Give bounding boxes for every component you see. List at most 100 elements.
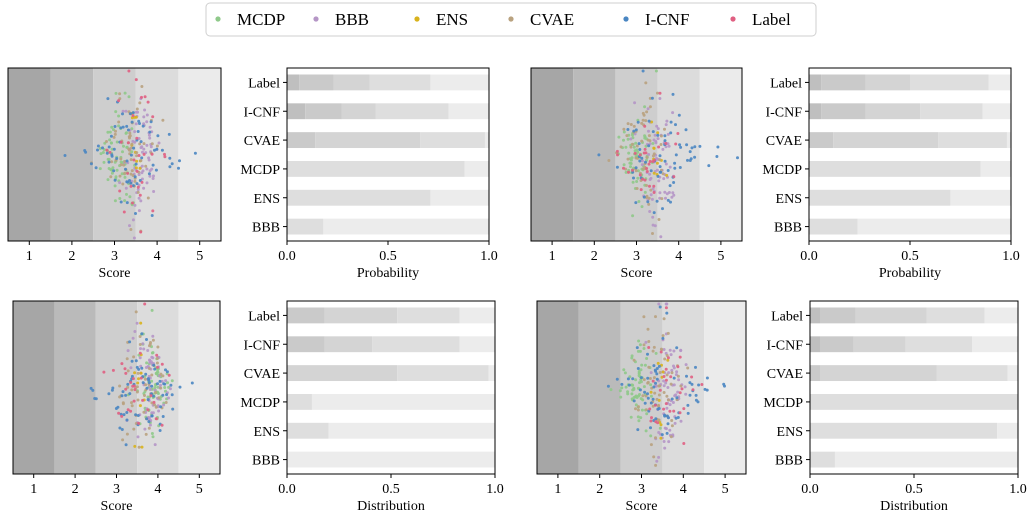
swarm-point [663,190,667,194]
swarm-point [674,373,678,377]
swarm-point [124,167,127,171]
swarm-point [131,377,135,381]
swarm-point [155,357,159,360]
swarm-point [654,403,657,407]
swarm-point [662,348,666,351]
swarm-point [662,384,666,388]
swarm-point [111,368,115,372]
swarm-point [652,171,656,175]
swarm-point [139,347,142,351]
swarm-point [646,380,650,384]
bar-segment [323,218,489,235]
bar-segment [809,160,981,177]
swarm-point [153,367,157,371]
swarm-point [162,382,166,386]
swarm-point [667,371,671,375]
swarm-point [656,421,660,425]
swarm-point [637,370,641,373]
swarm-point [137,196,141,200]
x-tick-label: 4 [154,249,161,264]
swarm-point [659,350,663,354]
swarm-point [668,184,672,188]
x-tick-label: 0.0 [800,249,818,264]
swarm-point [152,190,156,193]
swarm-point [663,357,667,361]
swarm-point [658,388,662,392]
swarm-point [648,377,652,380]
swarm-point [170,379,174,383]
category-label: CVAE [767,367,803,382]
swarm-point [110,147,114,151]
swarm-point [609,388,613,392]
swarm-point [638,148,642,151]
swarm-point [661,147,665,151]
swarm-point [680,387,684,391]
x-tick-label: 0.0 [801,482,819,497]
swarm-point [130,404,134,408]
swarm-point [642,151,646,155]
swarm-point [113,199,117,203]
swarm-point [134,310,138,314]
swarm-point [147,158,151,162]
swarm-point [124,371,128,375]
swarm-point [123,175,127,179]
swarm-point [649,419,653,423]
swarm-point [144,432,148,436]
swarm-point [636,428,640,432]
swarm-point [644,429,648,433]
swarm-point [642,315,646,319]
swarm-panel: 1 2 3 4 5 Score [530,67,743,281]
swarm-point [127,95,131,99]
legend-item: I-CNF [623,10,689,29]
swarm-point [123,171,127,175]
bar-segment [287,365,398,382]
swarm-point [642,347,646,350]
swarm-point [138,193,142,197]
x-axis-label: Probability [879,266,941,281]
swarm-point [122,413,126,417]
swarm-point [658,154,662,158]
swarm-point [651,349,655,353]
swarm-point [662,379,666,383]
swarm-point [177,166,180,170]
swarm-point [632,124,636,128]
swarm-point [164,379,168,383]
swarm-point [143,108,147,112]
swarm-point [132,236,136,240]
swarm-point [120,362,124,366]
swarm-point [690,382,694,386]
swarm-point [665,373,669,377]
swarm-point [682,407,686,411]
swarm-point [678,143,682,147]
swarm-point [134,413,138,417]
swarm-point [146,408,150,412]
swarm-point [134,166,138,170]
swarm-point [661,334,665,338]
swarm-point [666,331,670,335]
swarm-point [139,230,143,234]
category-label: Label [248,76,280,91]
bar-segment [488,365,495,382]
swarm-point [636,415,640,419]
swarm-point [652,184,656,188]
swarm-point [663,127,666,131]
swarm-point [622,368,626,372]
swarm-point [663,159,667,163]
swarm-point [145,143,149,147]
x-tick-label: 0.0 [278,249,296,264]
swarm-point [630,383,634,387]
swarm-point [126,349,130,353]
swarm-point [653,391,657,395]
swarm-point [144,383,148,387]
swarm-point [606,384,610,388]
swarm-point [145,181,149,185]
swarm-point [673,394,677,398]
swarm-point [105,140,108,143]
swarm-point [120,414,124,418]
swarm-point [151,115,155,119]
x-axis-label: Score [621,266,653,281]
swarm-point [674,153,678,157]
bar-segment [810,451,835,468]
swarm-point [647,144,651,148]
swarm-point [657,384,661,388]
